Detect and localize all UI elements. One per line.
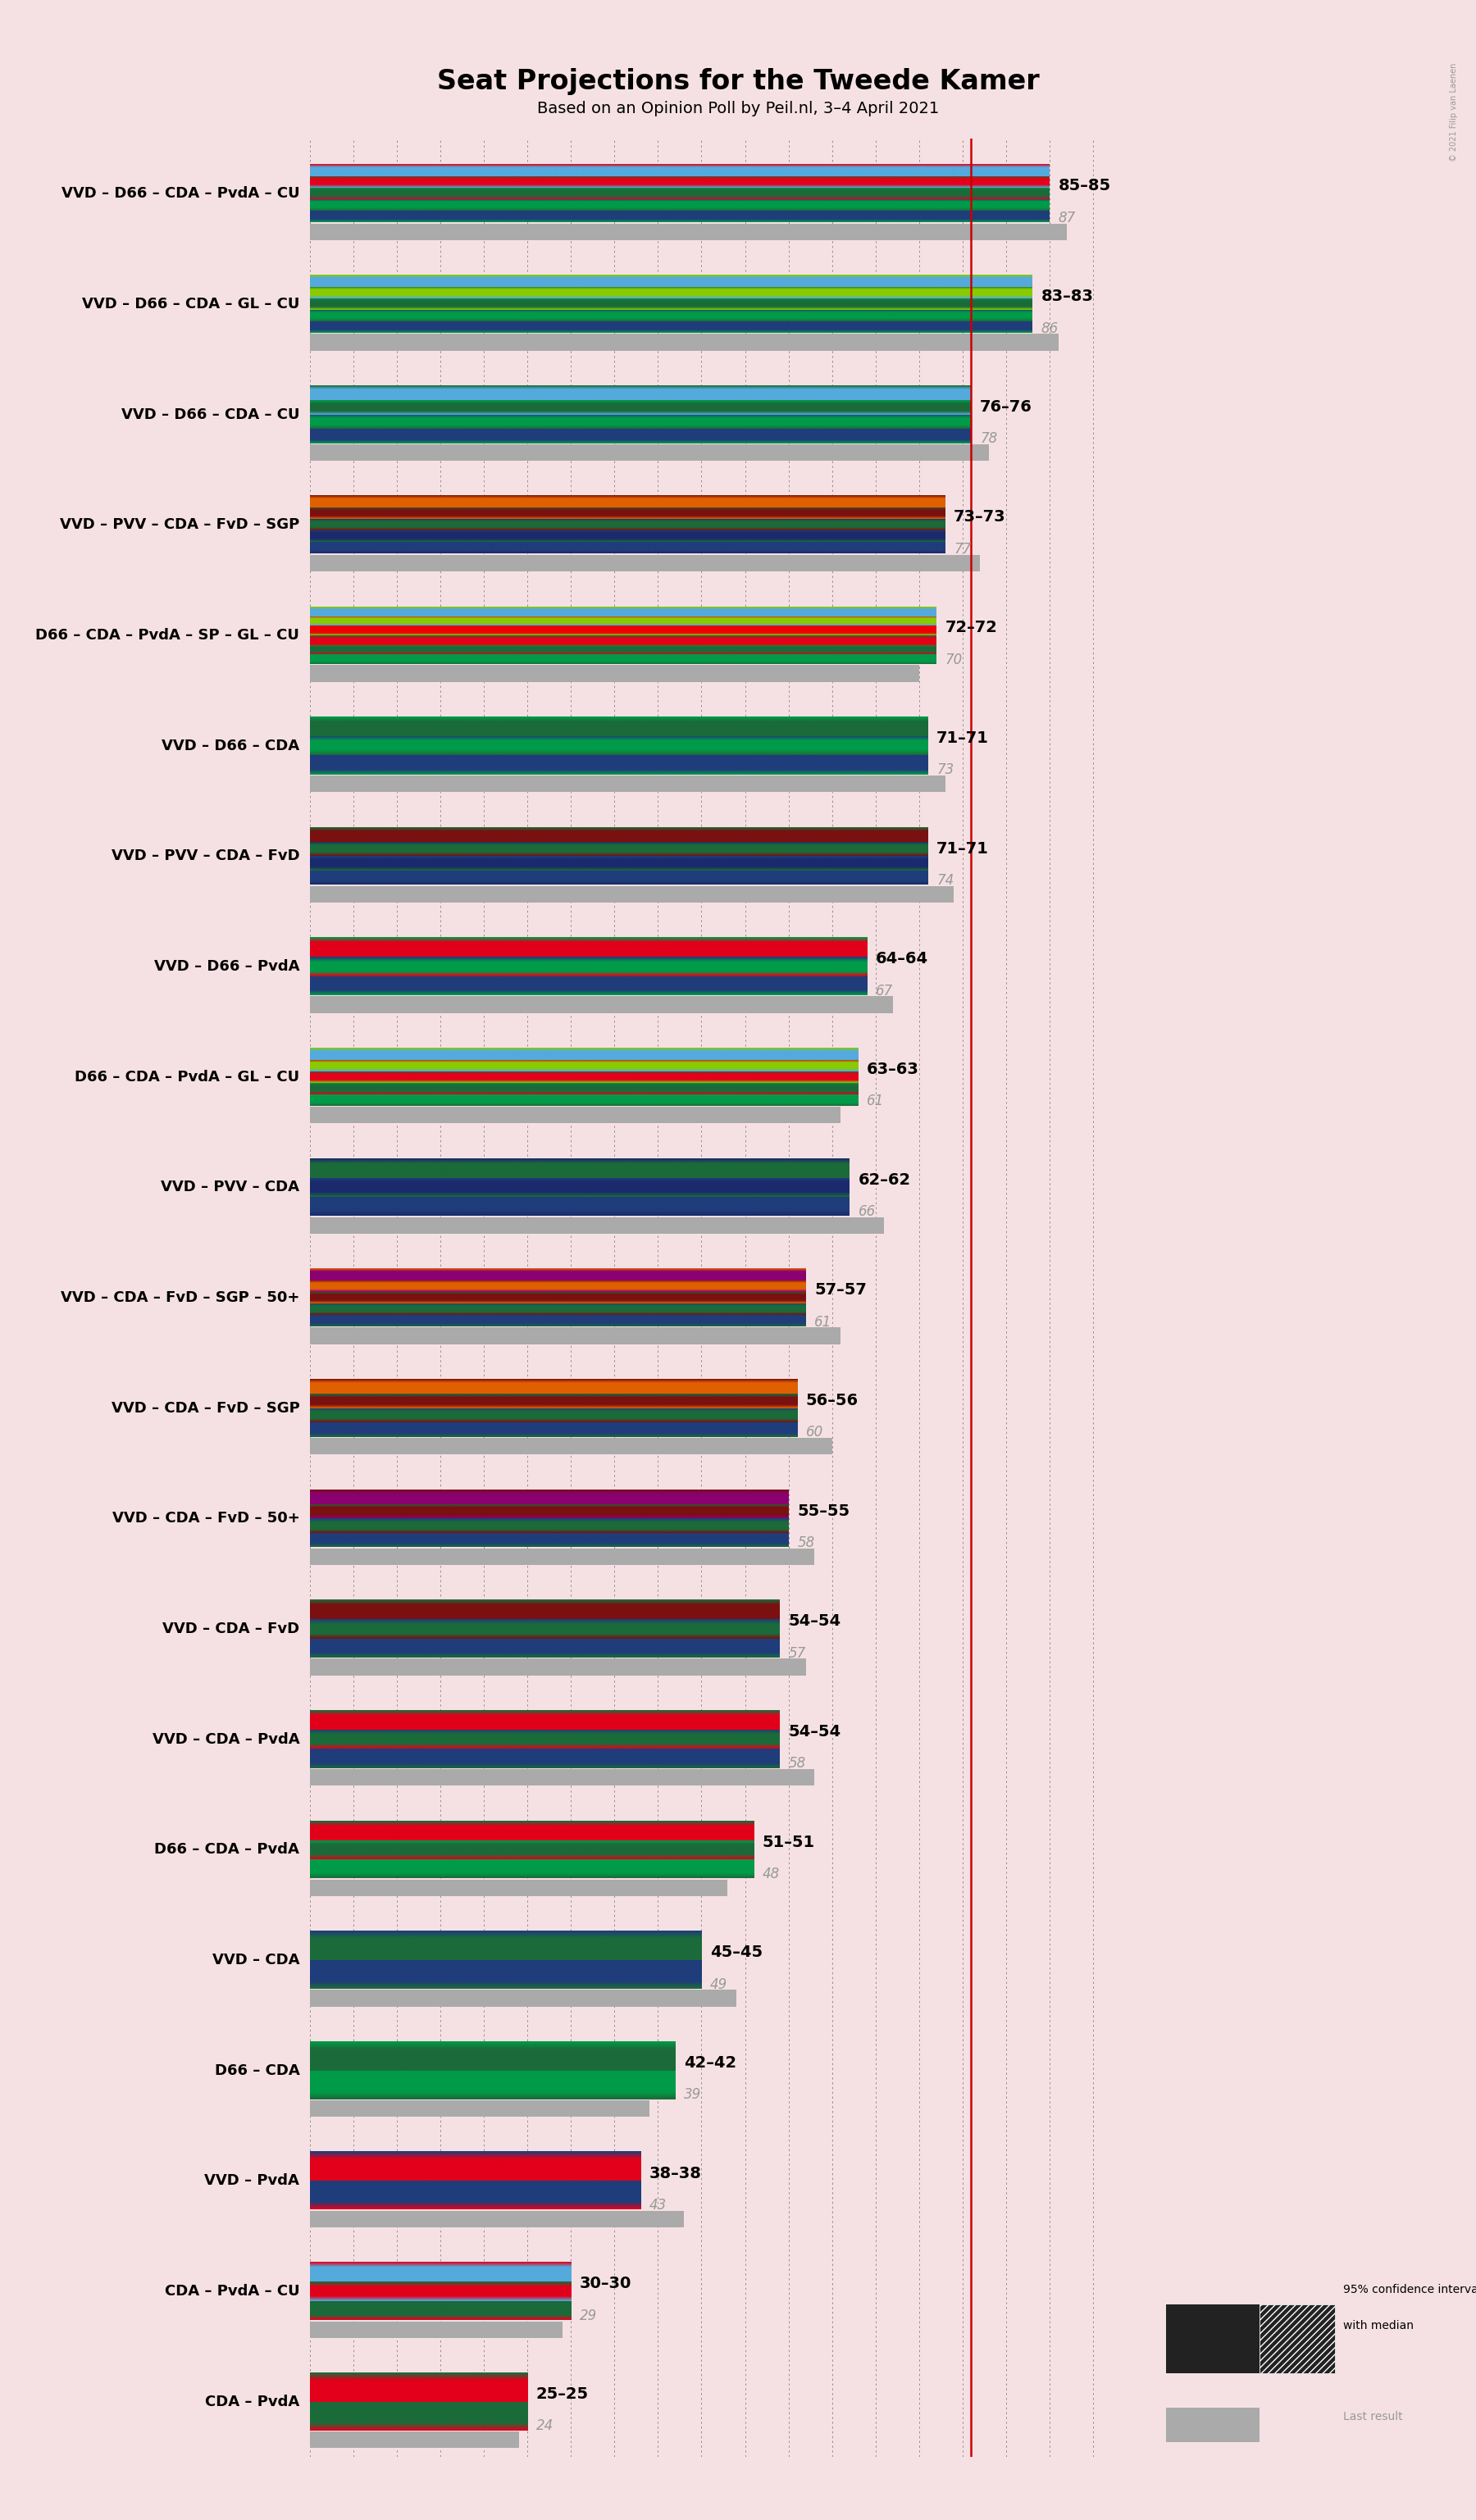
Text: 54–54: 54–54 [788,1613,841,1628]
Text: 64–64: 64–64 [875,950,928,968]
Text: 54–54: 54–54 [788,1724,841,1739]
Bar [310,995,893,1013]
Text: 55–55: 55–55 [797,1502,850,1520]
Text: VVD – D66 – CDA – CU: VVD – D66 – CDA – CU [121,408,300,421]
Text: 71–71: 71–71 [936,842,989,857]
Bar [1259,2303,1336,2374]
Text: VVD – PVV – CDA: VVD – PVV – CDA [161,1179,300,1194]
Text: VVD – PVV – CDA – FvD – SGP: VVD – PVV – CDA – FvD – SGP [61,517,300,532]
Text: 61: 61 [866,1094,884,1109]
Text: VVD – CDA – FvD: VVD – CDA – FvD [162,1623,300,1635]
Text: VVD – CDA – FvD – 50+: VVD – CDA – FvD – 50+ [112,1512,300,1527]
Bar [310,887,953,902]
Text: 86: 86 [1041,320,1058,335]
Text: 45–45: 45–45 [710,1945,763,1961]
Bar [310,444,989,461]
Text: 85–85: 85–85 [1058,179,1111,194]
Text: 58: 58 [788,1756,806,1772]
Text: D66 – CDA – PvdA – GL – CU: D66 – CDA – PvdA – GL – CU [75,1068,300,1084]
Text: 73: 73 [936,764,953,779]
Text: 61: 61 [815,1315,832,1331]
Bar [310,1439,832,1454]
Text: 74: 74 [936,872,953,887]
Bar [310,2210,683,2228]
Text: 39: 39 [683,2087,701,2102]
Text: 58: 58 [797,1535,815,1550]
Text: 49: 49 [710,1978,728,1991]
Bar [1166,2303,1259,2374]
Text: VVD – D66 – PvdA: VVD – D66 – PvdA [154,960,300,973]
Text: 24: 24 [536,2419,554,2434]
Text: © 2021 Filip van Laenen: © 2021 Filip van Laenen [1449,63,1458,161]
Text: VVD – PVV – CDA – FvD: VVD – PVV – CDA – FvD [111,849,300,864]
Text: 62–62: 62–62 [858,1172,911,1187]
Bar [310,1217,884,1235]
Text: 95% confidence interval: 95% confidence interval [1343,2283,1476,2296]
Text: 60: 60 [806,1426,824,1439]
Text: 70: 70 [945,653,962,668]
Text: 56–56: 56–56 [806,1394,859,1409]
Bar [310,335,1058,350]
Bar [310,1880,728,1895]
Text: 76–76: 76–76 [980,398,1032,416]
Text: VVD – D66 – CDA: VVD – D66 – CDA [162,738,300,753]
Bar [310,776,945,791]
Text: 63–63: 63–63 [866,1061,920,1076]
Text: 25–25: 25–25 [536,2386,589,2402]
Text: VVD – D66 – CDA – GL – CU: VVD – D66 – CDA – GL – CU [81,297,300,312]
Bar [310,1991,737,2006]
Bar [310,1658,806,1676]
Bar [1166,2407,1259,2442]
Text: VVD – CDA – FvD – SGP: VVD – CDA – FvD – SGP [111,1401,300,1416]
Text: D66 – CDA – PvdA – SP – GL – CU: D66 – CDA – PvdA – SP – GL – CU [35,627,300,643]
Text: D66 – CDA – PvdA: D66 – CDA – PvdA [155,1842,300,1857]
Text: 73–73: 73–73 [953,509,1007,524]
Bar [310,2432,518,2447]
Bar [310,554,980,572]
Bar [310,1769,815,1787]
Text: Based on an Opinion Poll by Peil.nl, 3–4 April 2021: Based on an Opinion Poll by Peil.nl, 3–4… [537,101,939,116]
Text: CDA – PvdA: CDA – PvdA [205,2394,300,2409]
Bar [310,2321,562,2339]
Bar [310,665,920,683]
Text: 77: 77 [953,542,971,557]
Text: Last result: Last result [1343,2412,1404,2422]
Text: Seat Projections for the Tweede Kamer: Seat Projections for the Tweede Kamer [437,68,1039,96]
Text: 78: 78 [980,431,998,446]
Text: 71–71: 71–71 [936,731,989,746]
Text: VVD – CDA – FvD – SGP – 50+: VVD – CDA – FvD – SGP – 50+ [61,1290,300,1305]
Text: VVD – PvdA: VVD – PvdA [205,2175,300,2187]
Text: 67: 67 [875,983,893,998]
Bar [310,1328,841,1343]
Text: 83–83: 83–83 [1041,290,1094,305]
Text: 51–51: 51–51 [763,1835,815,1850]
Text: 30–30: 30–30 [580,2276,632,2291]
Text: 87: 87 [1058,212,1076,224]
Bar [310,224,1067,239]
Text: 66: 66 [858,1205,875,1220]
Text: 48: 48 [763,1867,779,1882]
Text: VVD – CDA: VVD – CDA [213,1953,300,1968]
Text: VVD – D66 – CDA – PvdA – CU: VVD – D66 – CDA – PvdA – CU [61,186,300,202]
Text: 57–57: 57–57 [815,1283,866,1298]
Text: 38–38: 38–38 [649,2165,701,2180]
Text: CDA – PvdA – CU: CDA – PvdA – CU [164,2283,300,2298]
Text: 42–42: 42–42 [683,2056,737,2071]
Bar [310,1547,815,1565]
Text: D66 – CDA: D66 – CDA [214,2064,300,2079]
Text: VVD – CDA – PvdA: VVD – CDA – PvdA [152,1731,300,1746]
Bar [310,2099,649,2117]
Text: 43: 43 [649,2197,667,2213]
Bar [310,1106,841,1124]
Text: 57: 57 [788,1646,806,1661]
Text: 29: 29 [580,2308,598,2323]
Text: 72–72: 72–72 [945,620,998,635]
Text: with median: with median [1343,2321,1414,2331]
